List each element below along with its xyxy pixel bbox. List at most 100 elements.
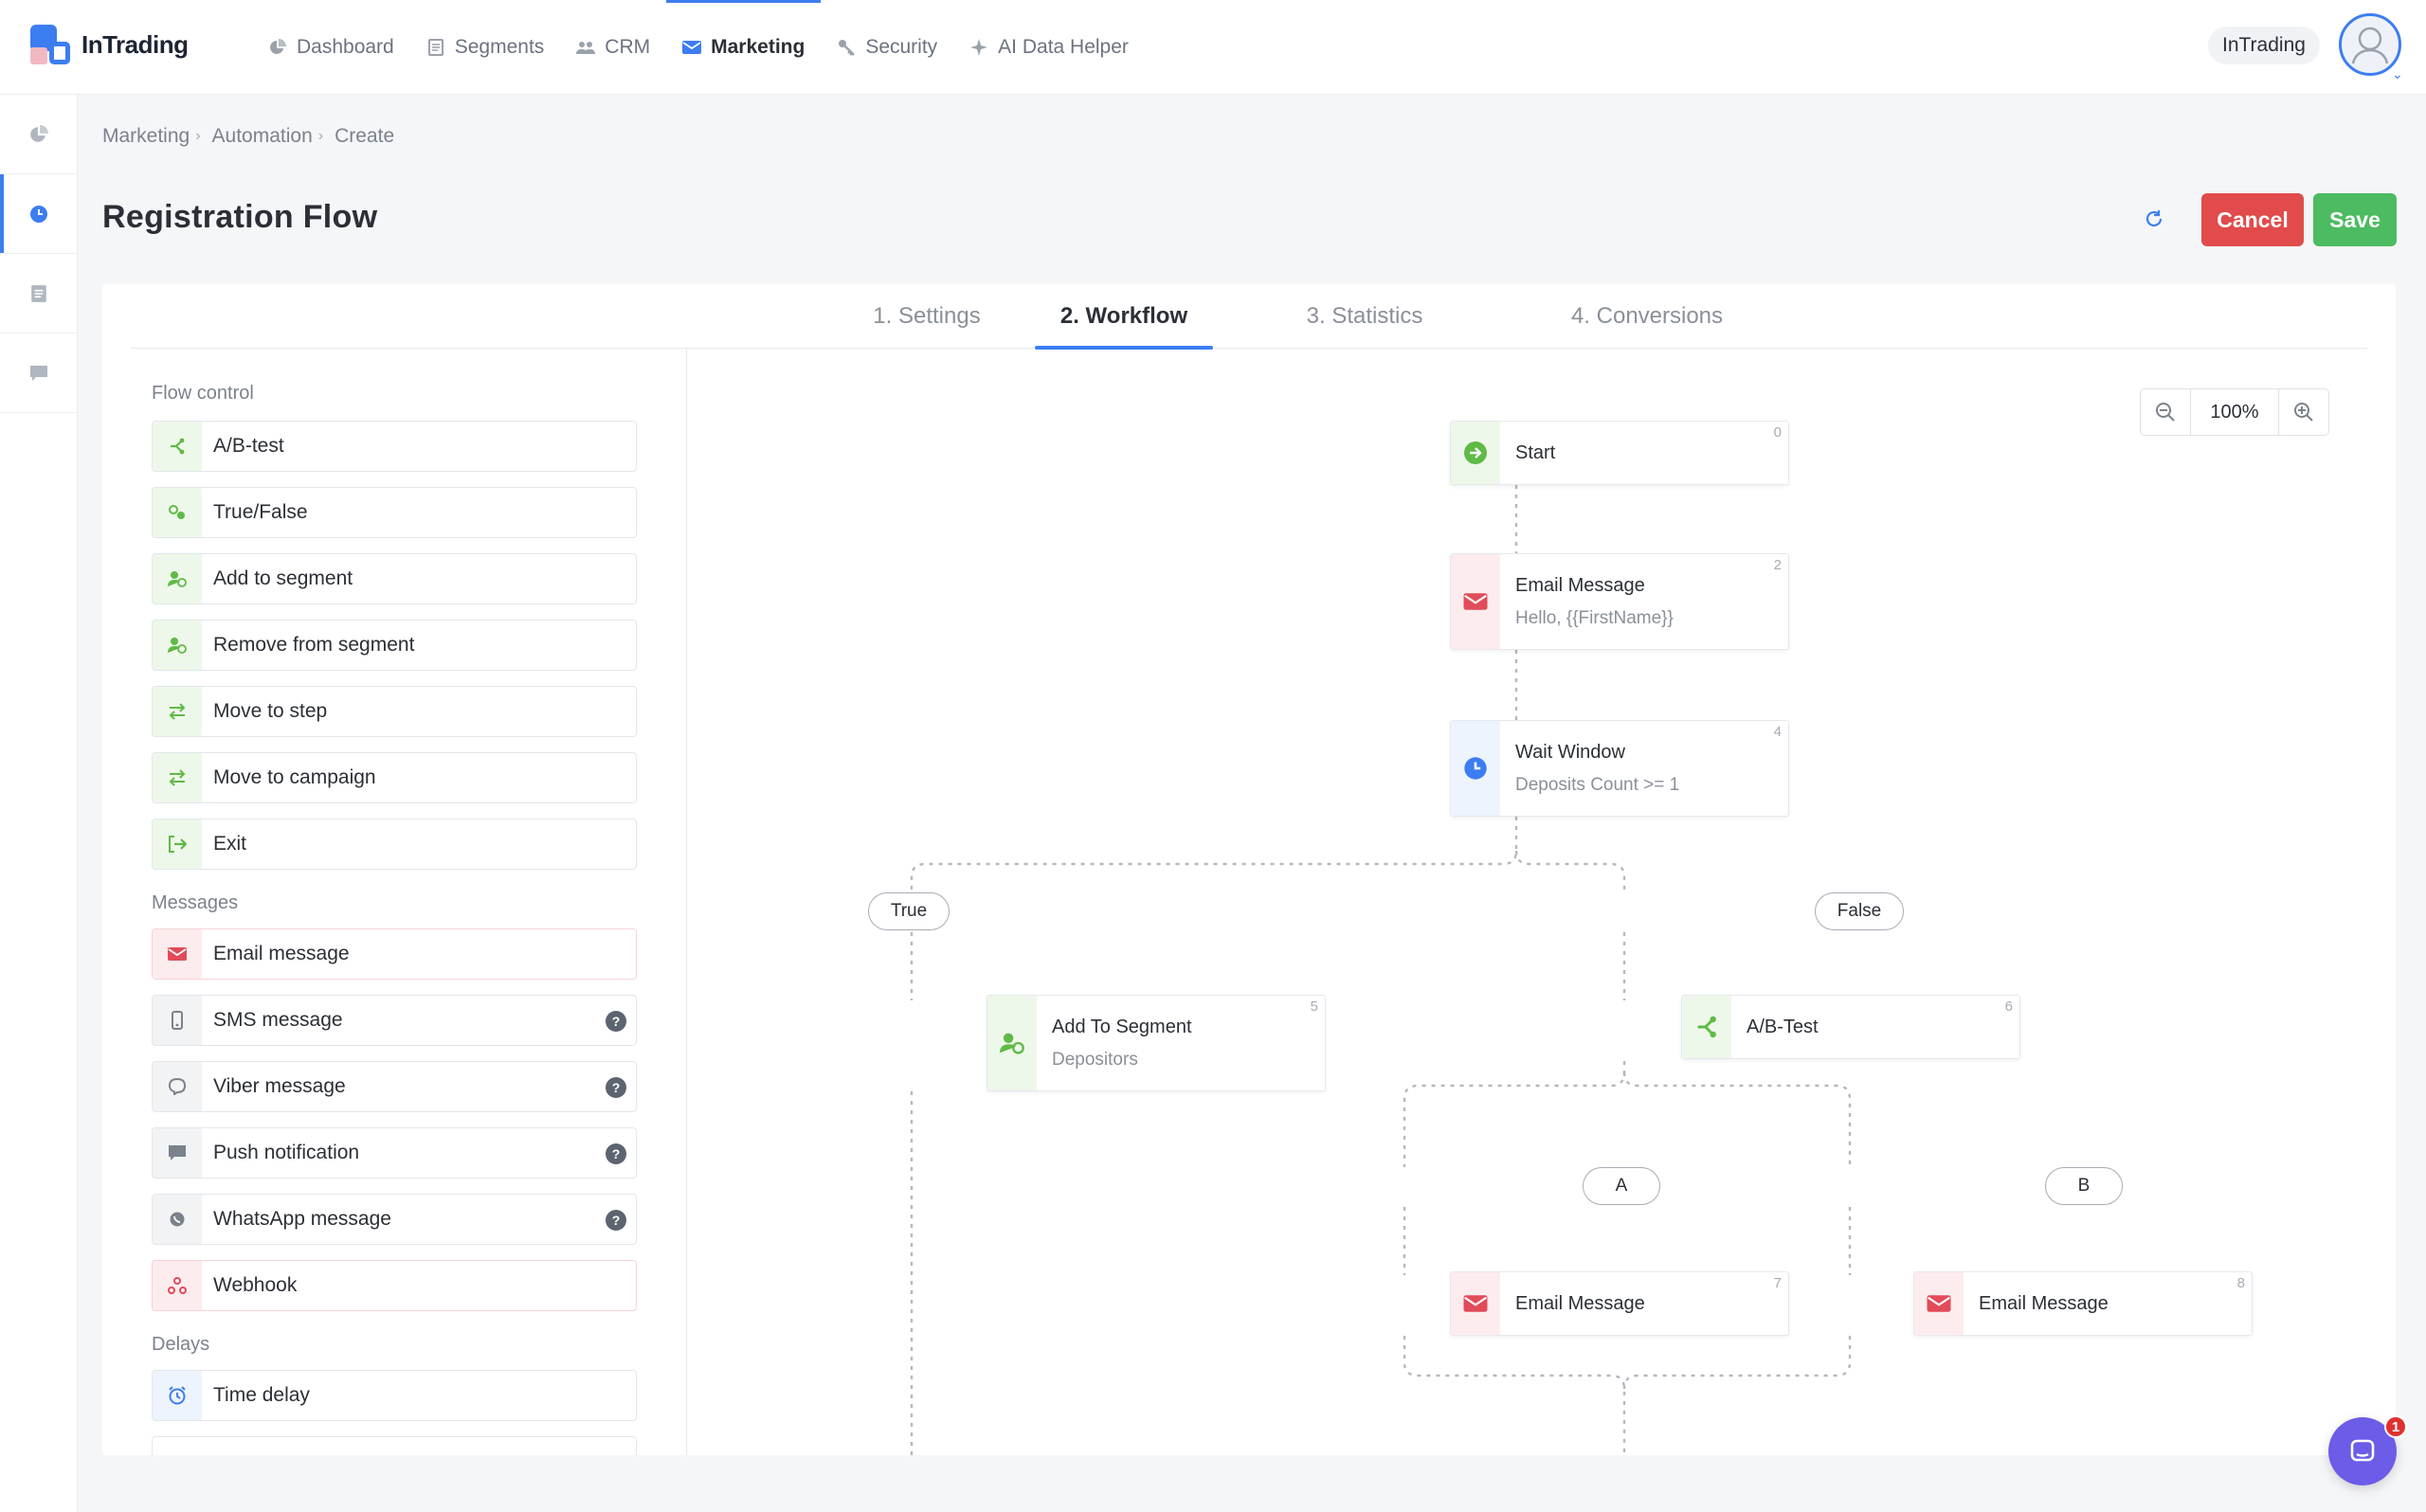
organization-chip[interactable]: InTrading (2208, 27, 2320, 64)
palette-item-label: Webhook (213, 1274, 298, 1296)
nav-label: Segments (454, 36, 545, 58)
palette-item-whatsapp-message[interactable]: WhatsApp message ? (152, 1194, 637, 1245)
workflow-node-start[interactable]: Start 0 (1450, 421, 1789, 485)
refresh-icon[interactable] (2140, 205, 2168, 233)
palette-item-ab-test[interactable]: A/B-test (152, 421, 637, 472)
palette-item-label: Remove from segment (213, 634, 415, 656)
branch-label-a[interactable]: A (1583, 1167, 1660, 1205)
breadcrumb-automation[interactable]: Automation (211, 125, 313, 147)
palette-item-true-false[interactable]: True/False (152, 487, 637, 538)
mail-icon (1914, 1272, 1964, 1335)
zoom-level: 100% (2190, 389, 2279, 435)
palette-item-exit[interactable]: Exit (152, 819, 637, 870)
zoom-out-icon[interactable] (2141, 389, 2190, 435)
nav-label: CRM (605, 36, 651, 58)
workflow-node-email-message[interactable]: Email Message Hello, {{FirstName}} 2 (1450, 553, 1789, 650)
node-title: A/B-Test (1747, 1016, 1819, 1037)
palette-item-label: SMS message (213, 1009, 343, 1031)
exit-icon (153, 819, 202, 869)
rail-item-automation[interactable] (0, 174, 77, 254)
workflow-node-ab-test[interactable]: A/B-Test 6 (1681, 995, 2020, 1059)
chevron-right-icon: › (195, 128, 201, 144)
palette-item-time-delay[interactable]: Time delay (152, 1370, 637, 1421)
branch-label-b[interactable]: B (2045, 1167, 2123, 1205)
zoom-in-icon[interactable] (2279, 389, 2328, 435)
breadcrumb: Marketing › Automation › Create (102, 125, 394, 148)
mail-icon (682, 38, 702, 57)
node-title: Start (1515, 441, 1556, 463)
arrow-circle-right-icon (1451, 422, 1500, 484)
nav-item-crm[interactable]: CRM (560, 0, 666, 95)
palette-item-move-to-campaign[interactable]: Move to campaign (152, 752, 637, 803)
phone-icon (153, 996, 202, 1045)
palette-item-label: WhatsApp message (213, 1208, 391, 1230)
zoom-control: 100% (2140, 388, 2329, 436)
tab-settings[interactable]: 1. Settings (873, 303, 981, 329)
mail-icon (1451, 554, 1500, 649)
left-rail (0, 95, 78, 1512)
palette-item-sms-message[interactable]: SMS message ? (152, 995, 637, 1046)
palette-item-webhook[interactable]: Webhook (152, 1260, 637, 1311)
swap-arrows-icon (153, 687, 202, 736)
palette-item-add-to-segment[interactable]: Add to segment (152, 553, 637, 604)
node-subtitle: Deposits Count >= 1 (1515, 774, 1680, 795)
save-button[interactable]: Save (2313, 193, 2397, 246)
page-title: Registration Flow (102, 199, 378, 235)
nav-item-ai-data-helper[interactable]: AI Data Helper (953, 0, 1145, 95)
workflow-node-add-to-segment[interactable]: Add To Segment Depositors 5 (987, 995, 1326, 1091)
node-number: 0 (1773, 424, 1782, 441)
chat-icon (2350, 1439, 2375, 1462)
help-icon[interactable]: ? (606, 1011, 626, 1032)
editor-panel: 1. Settings 2. Workflow 3. Statistics 4.… (102, 284, 2396, 1455)
breadcrumb-marketing[interactable]: Marketing (102, 125, 190, 147)
branch-label-false[interactable]: False (1815, 892, 1904, 930)
palette-item-email-message[interactable]: Email message (152, 928, 637, 980)
workflow-node-email-message-a[interactable]: Email Message 7 (1450, 1271, 1789, 1336)
tab-statistics[interactable]: 3. Statistics (1306, 303, 1423, 329)
rail-item-messages[interactable] (0, 333, 77, 413)
node-title: Wait Window (1515, 741, 1625, 763)
chevron-down-icon[interactable]: ⌄ (2392, 66, 2403, 81)
help-icon[interactable]: ? (606, 1143, 626, 1164)
node-title: Email Message (1515, 574, 1645, 596)
node-number: 5 (1310, 999, 1318, 1015)
palette-item-label: Time delay (213, 1384, 310, 1406)
nav-item-dashboard[interactable]: Dashboard (252, 0, 410, 95)
help-icon[interactable]: ? (606, 1077, 626, 1098)
node-subtitle: Depositors (1052, 1049, 1138, 1070)
palette-item-label: A/B-test (213, 435, 284, 457)
split-icon (1682, 996, 1731, 1058)
node-number: 8 (2236, 1275, 2245, 1291)
app-logo[interactable]: InTrading (30, 25, 189, 64)
palette-item-push-notification[interactable]: Push notification ? (152, 1127, 637, 1179)
branch-label-true[interactable]: True (868, 892, 950, 930)
nav-item-security[interactable]: Security (821, 0, 953, 95)
palette-item-partial[interactable] (152, 1436, 637, 1455)
tab-conversions[interactable]: 4. Conversions (1570, 303, 1724, 329)
palette-item-label: Move to campaign (213, 766, 376, 788)
tab-bar: 1. Settings 2. Workflow 3. Statistics 4.… (131, 284, 2367, 350)
palette-item-move-to-step[interactable]: Move to step (152, 686, 637, 737)
key-icon (837, 38, 856, 57)
nav-item-segments[interactable]: Segments (410, 0, 561, 95)
palette-item-label: Add to segment (213, 567, 353, 589)
node-title: Email Message (1979, 1292, 2109, 1314)
rail-item-dashboard[interactable] (0, 95, 77, 174)
nav-label: Marketing (711, 36, 806, 58)
nav-item-marketing[interactable]: Marketing (666, 0, 822, 95)
workflow-node-wait-window[interactable]: Wait Window Deposits Count >= 1 4 (1450, 720, 1789, 817)
rail-item-reports[interactable] (0, 254, 77, 333)
logo-mark-icon (30, 25, 70, 64)
user-avatar-icon (2351, 27, 2389, 64)
cancel-button[interactable]: Cancel (2201, 193, 2304, 246)
section-title-flow-control: Flow control (152, 383, 254, 404)
palette-item-viber-message[interactable]: Viber message ? (152, 1061, 637, 1112)
workflow-connectors (910, 485, 1852, 1455)
tab-workflow[interactable]: 2. Workflow (1035, 284, 1213, 350)
help-icon[interactable]: ? (606, 1210, 626, 1231)
palette-item-remove-from-segment[interactable]: Remove from segment (152, 620, 637, 671)
workflow-canvas[interactable]: 100% Start 0 Email Message Hello, {{Firs… (688, 349, 2396, 1455)
workflow-node-email-message-b[interactable]: Email Message 8 (1913, 1271, 2253, 1336)
document-icon (30, 284, 46, 302)
avatar[interactable] (2339, 13, 2401, 76)
